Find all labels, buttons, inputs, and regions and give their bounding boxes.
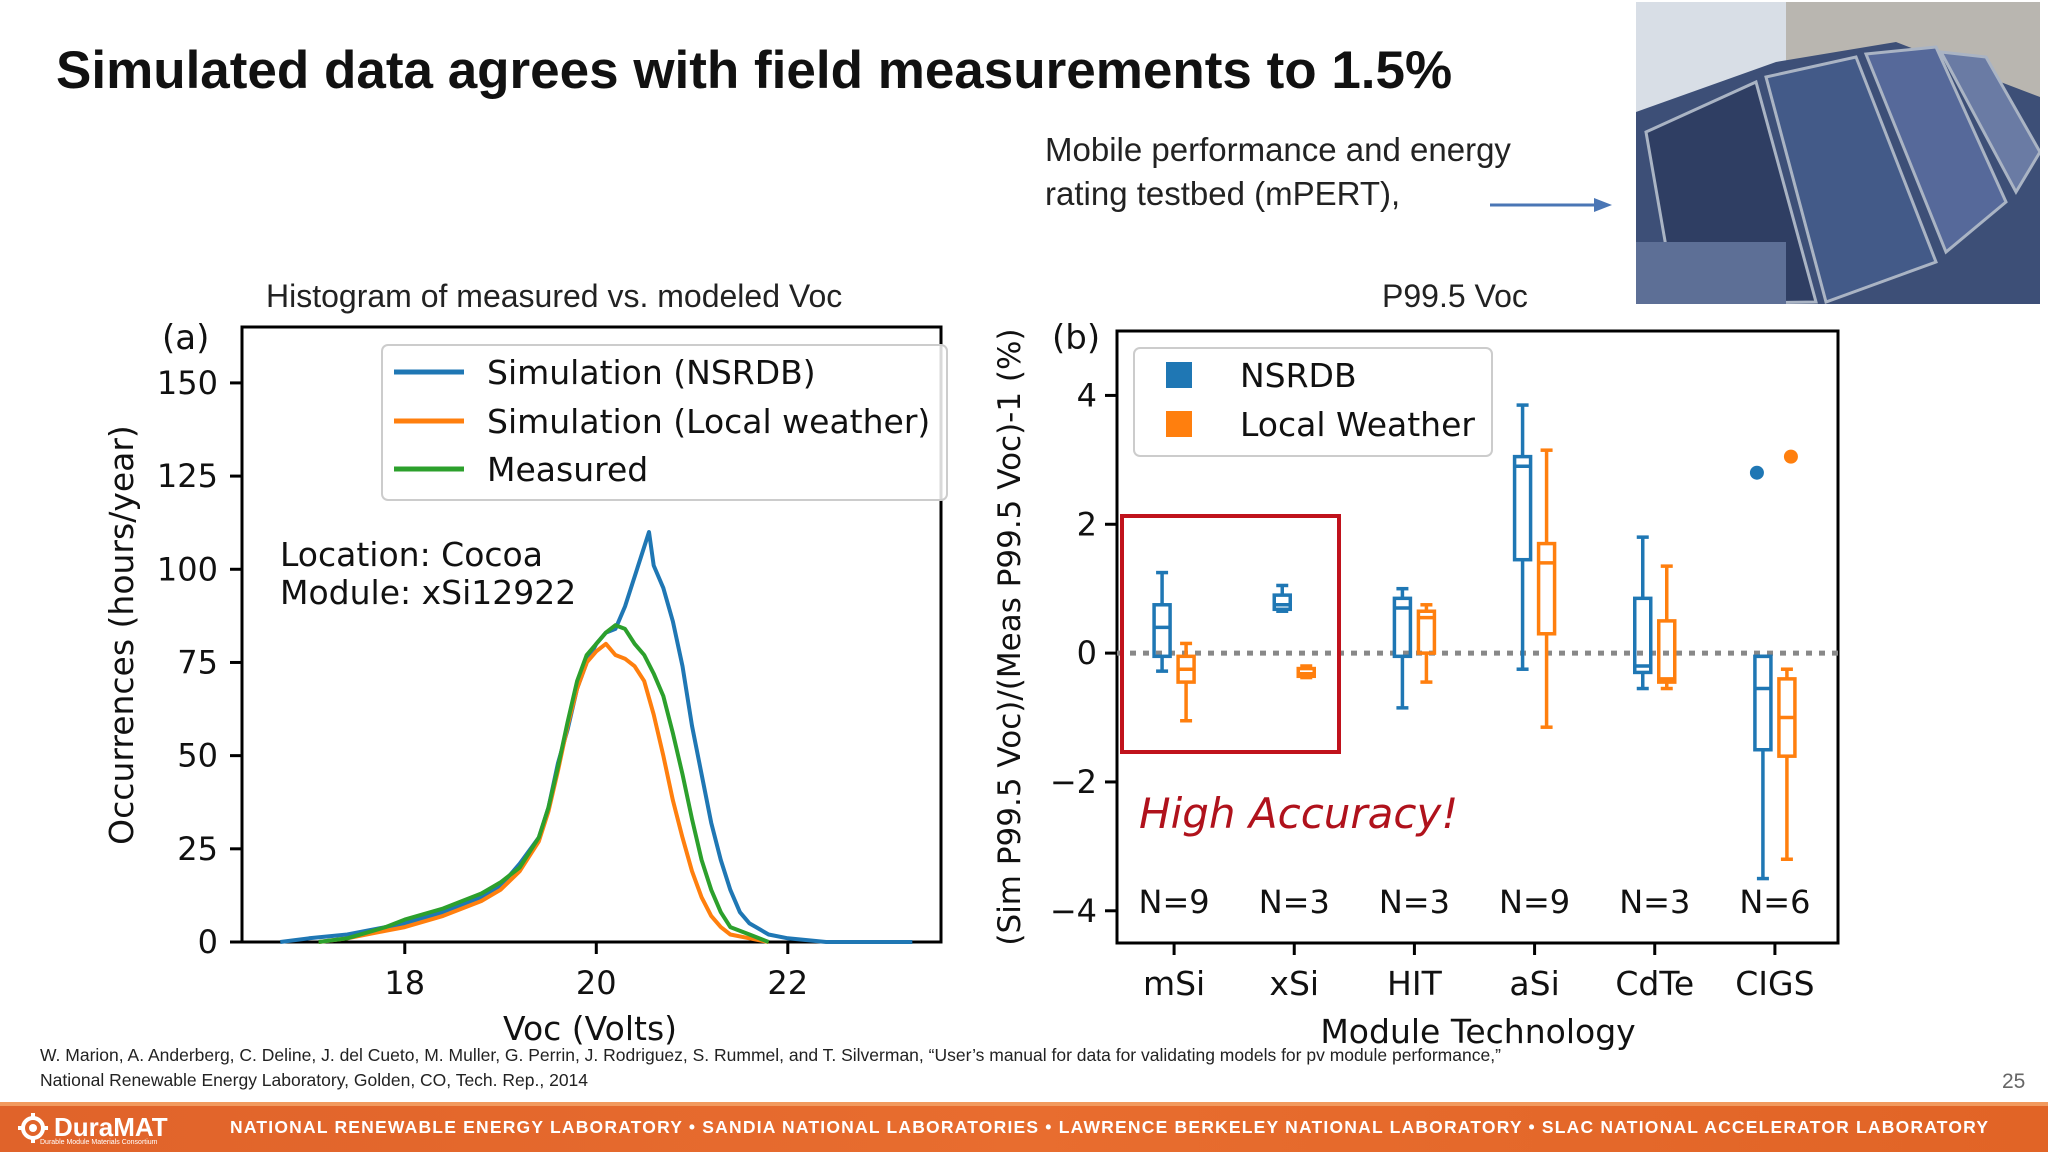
box-legend-label-local: Local Weather <box>1240 405 1475 444</box>
hist-plot-frame <box>240 325 943 944</box>
box-y-axis-label: (Sim P99.5 Voc)/(Meas P99.5 Voc)-1 (%) <box>992 328 1028 945</box>
hist-panel-label: (a) <box>162 318 209 358</box>
box-x-tick-label: CdTe <box>1615 964 1694 1003</box>
box-x-axis-label: Module Technology <box>1320 1012 1635 1051</box>
box-local-HIT <box>1416 603 1437 684</box>
box-y-tick-label: 2 <box>1077 505 1097 543</box>
box-y-tick-label: 4 <box>1077 376 1097 414</box>
duramat-logo: DuraMAT <box>18 1112 168 1143</box>
hist-legend: Simulation (NSRDB) Simulation (Local wea… <box>381 344 948 501</box>
hist-y-tick-label: 25 <box>177 830 218 868</box>
hist-annotation-module: Module: xSi12922 <box>280 573 576 612</box>
box-n-label: N=3 <box>1619 883 1690 921</box>
box-legend-label-nsrdb: NSRDB <box>1240 356 1357 395</box>
histogram-chart-title: Histogram of measured vs. modeled Voc <box>266 278 843 314</box>
box-nsrdb-mSi <box>1152 570 1172 673</box>
hist-y-tick-label: 0 <box>198 923 218 961</box>
hist-y-tick-label: 100 <box>157 550 218 588</box>
hist-legend-label-measured: Measured <box>487 450 648 489</box>
reference-line-1: W. Marion, A. Anderberg, C. Deline, J. d… <box>40 1045 1501 1065</box>
box-iqr <box>1753 654 1773 752</box>
box-nsrdb-aSi <box>1512 403 1533 671</box>
hist-annotation-location: Location: Cocoa <box>280 535 543 574</box>
box-iqr <box>1416 609 1437 655</box>
reference-line-2: National Renewable Energy Laboratory, Go… <box>40 1070 589 1090</box>
box-legend-swatch-nsrdb <box>1166 362 1192 388</box>
slide-title: Simulated data agrees with field measure… <box>56 41 1453 100</box>
box-x-tick-label: aSi <box>1509 964 1559 1003</box>
testbed-photo <box>1636 2 2040 304</box>
hist-y-axis-label: Occurrences (hours/year) <box>102 425 141 845</box>
box-n-label: N=3 <box>1379 883 1450 921</box>
box-local-CdTe <box>1657 564 1677 691</box>
hist-series-nsrdb-line <box>280 530 913 944</box>
box-nsrdb-CdTe <box>1633 535 1653 691</box>
caption-line-1: Mobile performance and energy <box>1045 131 1511 168</box>
box-plot-frame <box>1115 329 1840 945</box>
testbed-caption: Mobile performance and energy rating tes… <box>1045 128 1605 216</box>
caption-arrow-icon <box>1490 198 1612 212</box>
box-x-tick-label: mSi <box>1143 964 1205 1003</box>
box-legend: NSRDB Local Weather <box>1133 347 1493 457</box>
box-outlier-point <box>1749 465 1764 480</box>
high-accuracy-highlight-box <box>1120 514 1341 754</box>
box-local-xSi <box>1296 664 1316 680</box>
hist-y-tick-label: 125 <box>157 457 218 495</box>
box-y-tick-label: −2 <box>1050 763 1097 801</box>
box-y-tick-label: 0 <box>1077 634 1097 672</box>
hist-x-tick-label: 22 <box>767 964 808 1002</box>
hist-x-tick-label: 18 <box>384 964 425 1002</box>
box-outlier-point <box>1783 449 1798 464</box>
reference-citation: W. Marion, A. Anderberg, C. Deline, J. d… <box>40 1043 1501 1093</box>
hist-y-tick-label: 50 <box>177 737 218 775</box>
hist-x-axis-label: Voc (Volts) <box>503 1009 677 1048</box>
hist-series-local-line <box>318 641 769 944</box>
box-nsrdb-HIT <box>1392 586 1413 710</box>
box-iqr <box>1512 454 1533 562</box>
hist-x-tick-label: 20 <box>576 964 617 1002</box>
box-iqr <box>1272 593 1292 612</box>
hist-y-tick-label: 75 <box>177 643 218 681</box>
hist-legend-label-local: Simulation (Local weather) <box>487 402 930 441</box>
box-x-tick-label: HIT <box>1387 964 1443 1003</box>
box-n-label: N=9 <box>1499 883 1570 921</box>
box-local-mSi <box>1176 641 1196 723</box>
high-accuracy-label: High Accuracy! <box>1139 789 1458 838</box>
box-local-CIGS <box>1777 449 1798 862</box>
duramat-logo-subtitle: Durable Module Materials Consortium <box>40 1139 158 1146</box>
caption-line-2: rating testbed (mPERT), <box>1045 175 1401 212</box>
box-x-tick-label: CIGS <box>1735 964 1814 1003</box>
hist-legend-label-nsrdb: Simulation (NSRDB) <box>487 353 816 392</box>
box-n-label: N=3 <box>1259 883 1330 921</box>
box-iqr <box>1633 596 1653 675</box>
box-nsrdb-CIGS <box>1749 465 1773 881</box>
boxplot-chart-title: P99.5 Voc <box>1382 278 1528 314</box>
box-panel-label: (b) <box>1052 318 1100 358</box>
box-legend-swatch-local <box>1166 411 1192 437</box>
box-x-tick-label: xSi <box>1269 964 1319 1003</box>
box-local-aSi <box>1536 448 1557 729</box>
box-y-tick-label: −4 <box>1050 892 1097 930</box>
duramat-gear-icon <box>18 1112 48 1143</box>
page-number: 25 <box>2002 1070 2026 1093</box>
box-iqr <box>1392 596 1413 659</box>
duramat-logo-text: DuraMAT <box>54 1112 168 1142</box>
box-n-label: N=6 <box>1739 883 1810 921</box>
box-nsrdb-xSi <box>1272 583 1292 613</box>
footer-bar: DuraMAT Durable Module Materials Consort… <box>0 1102 2048 1152</box>
hist-y-tick-label: 150 <box>157 364 218 402</box>
partner-labs-list: NATIONAL RENEWABLE ENERGY LABORATORY • S… <box>230 1117 1990 1137</box>
box-n-label: N=9 <box>1139 883 1210 921</box>
box-iqr <box>1536 541 1557 636</box>
hist-series-measured-line <box>318 623 770 944</box>
box-iqr <box>1657 619 1677 684</box>
box-iqr <box>1152 603 1172 659</box>
